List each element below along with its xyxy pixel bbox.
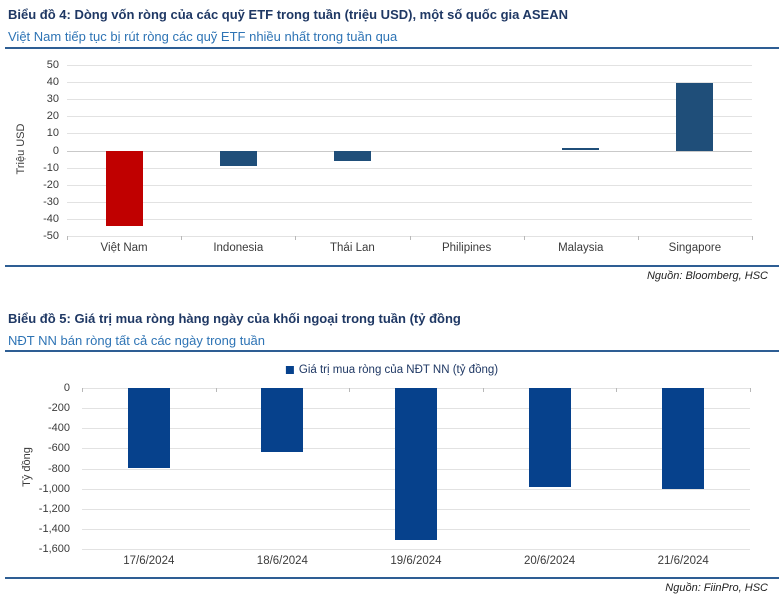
chart5-foreign-net-buying-chart: Tỷ đồng 0 -200 -400 -600 -800 -1,000 -1,200 -1,…: [0, 380, 784, 576]
chart4-source: Nguồn: Bloomberg, HSC: [646, 270, 768, 282]
divider: [5, 350, 779, 352]
gridline: [67, 167, 752, 169]
axis-tick: [523, 236, 525, 240]
axis-tick: [637, 236, 639, 240]
y-tick-label: -10: [43, 161, 59, 174]
x-category-label: 21/6/2024: [657, 555, 709, 567]
y-tick-label: -50: [43, 230, 59, 242]
y-tick-label: -400: [47, 422, 70, 435]
bar: [261, 388, 304, 453]
axis-tick: [215, 388, 217, 392]
bar: [676, 83, 714, 151]
chart5-source: Nguồn: FiinPro, HSC: [665, 582, 768, 594]
y-tick-label: -1,600: [38, 543, 70, 555]
axis-tick: [67, 236, 68, 240]
axis-tick: [82, 388, 83, 392]
chart5-subtitle: NĐT NN bán ròng tất cả các ngày trong tu…: [8, 333, 266, 348]
gridline: [67, 133, 752, 135]
gridline: [67, 201, 752, 203]
axis-tick: [295, 236, 297, 240]
bar: [662, 388, 705, 489]
chart5-heading: Biểu đồ 5: Giá trị mua ròng hàng ngày củ…: [8, 311, 461, 326]
x-category-label: Việt Nam: [100, 242, 148, 254]
gridline: [67, 150, 752, 152]
gridline: [67, 184, 752, 186]
y-tick-label: -1,000: [38, 482, 70, 495]
divider: [5, 577, 779, 579]
gridline: [67, 116, 752, 118]
y-tick-label: 0: [52, 144, 59, 157]
y-tick-label: -1,200: [38, 502, 70, 515]
y-tick-label: -30: [43, 195, 59, 208]
x-category-label: 19/6/2024: [390, 555, 442, 567]
bar: [528, 388, 571, 487]
x-category-label: Malaysia: [558, 242, 604, 254]
gridline: [67, 65, 752, 66]
axis-tick: [409, 236, 411, 240]
divider: [5, 265, 779, 267]
x-category-label: Thái Lan: [330, 242, 375, 254]
bar: [562, 147, 600, 151]
axis-tick: [616, 388, 618, 392]
x-category-label: 17/6/2024: [123, 555, 175, 567]
y-tick-label: -800: [47, 462, 70, 475]
axis-tick: [181, 236, 183, 240]
gridline: [67, 99, 752, 101]
y-tick-label: 40: [46, 76, 59, 89]
legend-square-icon: [285, 366, 294, 374]
chart5-legend-label: Giá trị mua ròng của NĐT NN (tỷ đồng): [298, 364, 499, 376]
bar: [395, 388, 437, 540]
chart4-heading: Biểu đồ 4: Dòng vốn ròng của các quỹ ETF…: [8, 7, 568, 22]
gridline: [67, 82, 752, 84]
y-tick-label: -40: [43, 212, 59, 225]
gridline: [82, 549, 750, 550]
y-tick-label: 10: [46, 127, 59, 140]
y-tick-label: -200: [47, 402, 70, 415]
bar: [219, 150, 257, 166]
y-tick-label: 50: [46, 59, 59, 71]
axis-tick: [349, 388, 351, 392]
y-tick-label: 0: [63, 382, 70, 394]
chart4-subtitle: Việt Nam tiếp tục bị rút ròng các quỹ ET…: [8, 29, 398, 44]
bar: [105, 150, 143, 226]
divider: [5, 47, 779, 49]
x-category-label: Singapore: [668, 242, 722, 254]
chart5-legend: Giá trị mua ròng của NĐT NN (tỷ đồng): [285, 364, 499, 376]
y-tick-label: -20: [43, 178, 59, 191]
bar: [333, 150, 371, 161]
axis-tick: [750, 388, 751, 392]
x-category-label: 18/6/2024: [256, 555, 308, 567]
y-tick-label: 30: [46, 93, 59, 106]
y-tick-label: 20: [46, 110, 59, 123]
gridline: [67, 218, 752, 220]
axis-tick: [752, 236, 753, 240]
bar: [127, 388, 170, 468]
y-tick-label: -600: [47, 442, 70, 455]
x-category-label: 20/6/2024: [524, 555, 576, 567]
x-category-label: Indonesia: [213, 242, 264, 254]
axis-tick: [482, 388, 484, 392]
x-category-label: Philipines: [441, 242, 492, 254]
chart4-etf-net-flows-chart: Triệu USD 50 40 30 20 10 0 -10 -20 -30 -40 -50 Việt…: [0, 56, 784, 260]
y-tick-label: -1,400: [38, 522, 70, 535]
